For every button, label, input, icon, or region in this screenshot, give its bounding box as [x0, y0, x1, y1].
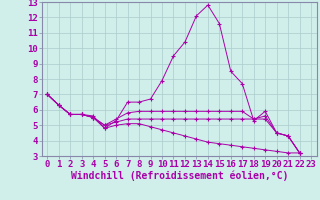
- X-axis label: Windchill (Refroidissement éolien,°C): Windchill (Refroidissement éolien,°C): [70, 171, 288, 181]
